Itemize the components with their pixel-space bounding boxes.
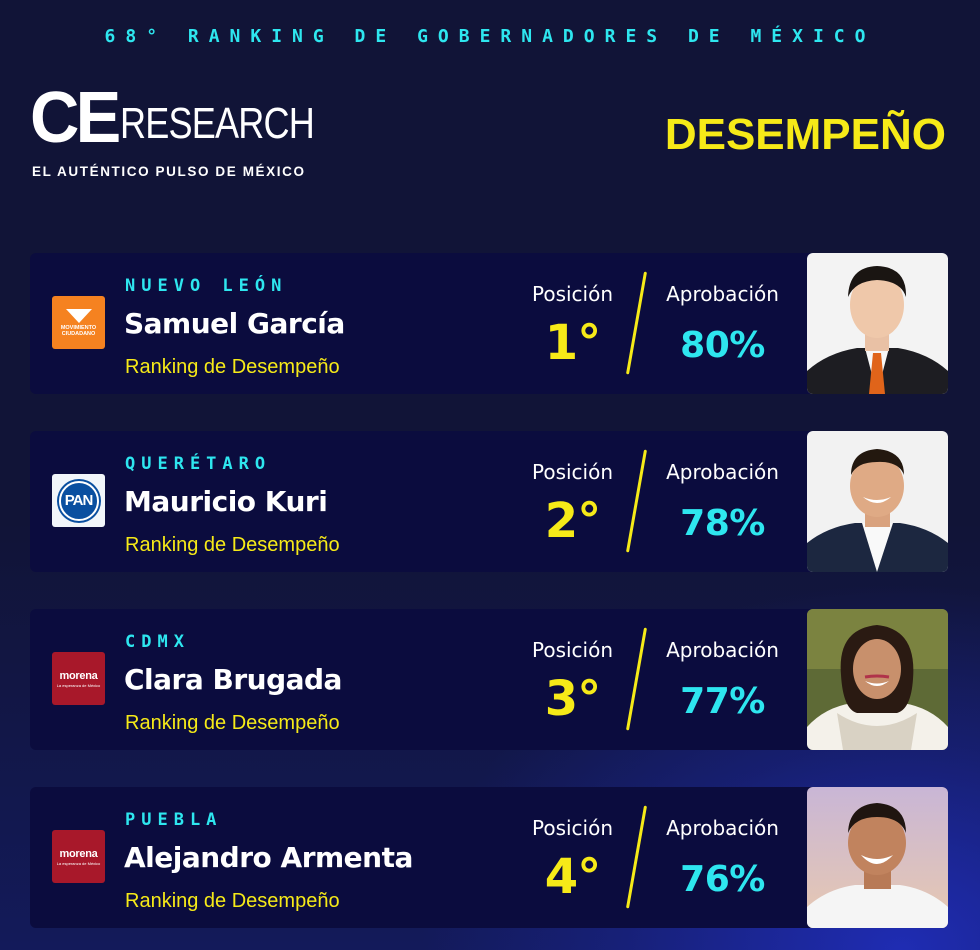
position-value: 1° [544, 315, 601, 371]
governor-photo [807, 609, 948, 750]
approval-label: Aprobación [666, 816, 779, 840]
position-value: 4° [544, 849, 601, 905]
governor-card: morena La esperanza de México CDMX Clara… [30, 609, 948, 750]
position-label: Posición [531, 816, 614, 840]
governor-name: Mauricio Kuri [124, 485, 328, 518]
governor-photo [807, 253, 948, 394]
state-label: QUERÉTARO [125, 454, 272, 474]
position-value: 2° [544, 493, 601, 549]
party-logo-subtext: La esperanza de México [56, 682, 101, 688]
party-logo-text: MOVIMIENTO CIUDADANO [60, 324, 97, 337]
ranking-label: Ranking de Desempeño [125, 356, 340, 378]
ranking-label: Ranking de Desempeño [125, 712, 340, 734]
governor-name: Alejandro Armenta [124, 841, 413, 874]
governor-name: Clara Brugada [124, 663, 342, 696]
approval-value: 77% [680, 681, 765, 722]
position-label: Posición [531, 282, 614, 306]
governor-card: PAN QUERÉTARO Mauricio Kuri Ranking de D… [30, 431, 948, 572]
party-logo-text: morena [59, 669, 98, 682]
logo-ce-text: CE [30, 78, 121, 158]
pan-logo-icon: PAN [52, 474, 105, 527]
section-title: DESEMPEÑO [664, 110, 946, 159]
ranking-label: Ranking de Desempeño [125, 534, 340, 556]
approval-label: Aprobación [666, 282, 779, 306]
approval-value: 78% [680, 503, 765, 544]
approval-label: Aprobación [666, 638, 779, 662]
approval-value: 80% [680, 325, 765, 366]
governor-card: MOVIMIENTO CIUDADANO NUEVO LEÓN Samuel G… [30, 253, 948, 394]
state-label: PUEBLA [125, 810, 223, 830]
governor-card: morena La esperanza de México PUEBLA Ale… [30, 787, 948, 928]
position-label: Posición [531, 460, 614, 484]
party-logo-text: PAN [58, 480, 99, 521]
edition-title: 68° RANKING DE GOBERNADORES DE MÉXICO [104, 26, 876, 47]
ce-research-logo: CE RESEARCH EL AUTÉNTICO PULSO DE MÉXICO [30, 82, 357, 179]
position-label: Posición [531, 638, 614, 662]
logo-tagline: EL AUTÉNTICO PULSO DE MÉXICO [32, 164, 306, 179]
party-logo-text: morena [59, 847, 98, 860]
governor-photo [807, 787, 948, 928]
position-value: 3° [544, 671, 601, 727]
governor-name: Samuel García [124, 307, 345, 340]
morena-logo-icon: morena La esperanza de México [52, 830, 105, 883]
morena-logo-icon: morena La esperanza de México [52, 652, 105, 705]
state-label: CDMX [125, 632, 190, 652]
movimiento-ciudadano-logo-icon: MOVIMIENTO CIUDADANO [52, 296, 105, 349]
logo-research-text: RESEARCH [120, 99, 315, 148]
party-logo-subtext: La esperanza de México [56, 860, 101, 866]
ranking-label: Ranking de Desempeño [125, 890, 340, 912]
governor-photo [807, 431, 948, 572]
state-label: NUEVO LEÓN [125, 276, 288, 296]
approval-label: Aprobación [666, 460, 779, 484]
approval-value: 76% [680, 859, 765, 900]
